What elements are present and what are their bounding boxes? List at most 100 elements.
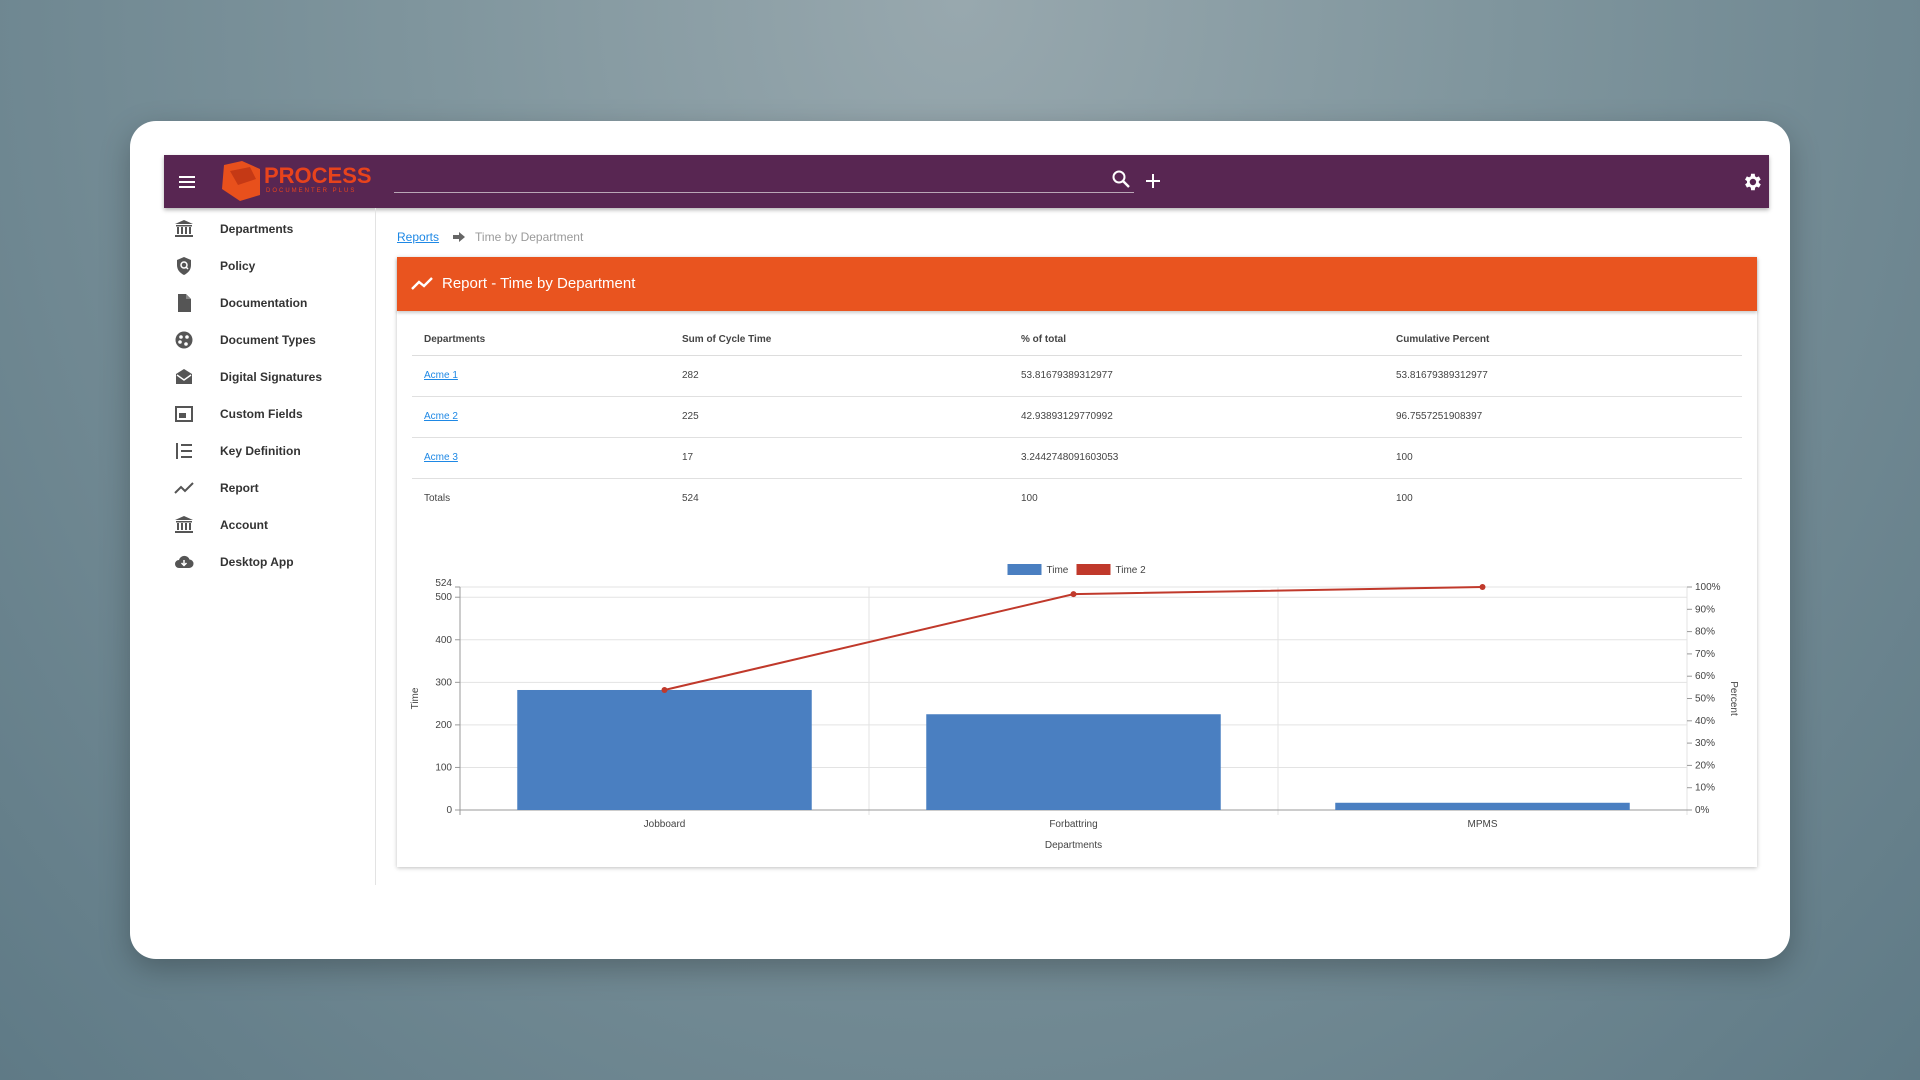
sidebar-item-label: Departments [220,221,294,236]
x-tick-label: MPMS [1468,819,1498,830]
bar-forbattring [926,714,1221,810]
menu-icon[interactable] [176,171,198,193]
sidebar-item-departments[interactable]: Departments [164,210,376,247]
legend-label-time: Time [1047,565,1069,576]
column-header-sum: Sum of Cycle Time [670,325,1009,356]
sidebar-item-digital-signatures[interactable]: Digital Signatures [164,358,376,395]
y2-tick-label: 100% [1695,582,1721,593]
shield-icon [177,256,191,275]
table-cell: Totals [424,493,451,505]
app-window: PROCESS DOCUMENTER PLUS Departments Poli… [164,155,1769,885]
line-point-mpms [1479,584,1486,590]
table-cell: Acme 1 [412,355,670,397]
table-cell: 100 [1384,437,1742,479]
table-cell: 100 [1396,493,1413,505]
envelope-icon [176,368,192,384]
line-series-time-2 [664,586,1483,691]
report-title: Report - Time by Department [442,275,636,292]
y-axis-title: Time [410,687,421,709]
top-bar: PROCESS DOCUMENTER PLUS [164,155,1769,208]
table-cell: 17 [670,437,1009,479]
y-tick-label: 200 [435,720,452,731]
y2-axis-title: Percent [1728,681,1739,716]
sidebar-item-label: Document Types [220,332,316,347]
sidebar-item-key-definition[interactable]: Key Definition [164,432,376,469]
table-cell: 100 [1021,493,1038,505]
sidebar-item-label: Account [220,517,268,532]
department-link[interactable]: Acme 3 [424,452,458,463]
y2-tick-label: 20% [1695,760,1715,771]
table-cell: 53.81679389312977 [1009,355,1384,397]
arrow-right-icon [453,232,466,242]
y2-tick-label: 10% [1695,783,1715,794]
sidebar-item-label: Desktop App [220,554,294,569]
sidebar-item-label: Key Definition [220,443,301,458]
y2-tick-label: 50% [1695,694,1715,705]
table-cell: 524 [682,493,699,505]
department-link[interactable]: Acme 1 [424,370,458,381]
logo-subtext: DOCUMENTER PLUS [266,188,356,194]
sidebar-item-report[interactable]: Report [164,469,376,506]
gear-icon[interactable] [1741,171,1763,193]
report-table: Departments Sum of Cycle Time % of total… [412,325,1742,519]
search-input[interactable] [394,192,1134,193]
line-point-forbattring [1070,591,1077,598]
line-point-jobboard [661,687,668,694]
sidebar-item-document-types[interactable]: Document Types [164,321,376,358]
plus-icon[interactable] [1144,172,1162,190]
y2-tick-label: 60% [1695,671,1715,682]
table-cell: Acme 3 [412,437,670,479]
sidebar-item-desktop-app[interactable]: Desktop App [164,543,376,580]
totals-row: Totals 524 100 100 [412,478,1742,519]
table-row: Acme 1 282 53.81679389312977 53.81679389… [412,355,1742,397]
department-link[interactable]: Acme 2 [424,411,458,422]
sidebar-item-documentation[interactable]: Documentation [164,284,376,321]
table-cell: 282 [670,355,1009,397]
y-tick-label: 400 [435,635,452,646]
trend-icon [411,277,433,290]
trend-icon [174,481,194,494]
table-cell: Acme 2 [412,396,670,438]
y2-tick-label: 70% [1695,649,1715,660]
sidebar-item-account[interactable]: Account [164,506,376,543]
y-tick-label: 0 [446,805,452,816]
bank-icon [175,515,193,533]
report-header: Report - Time by Department [397,257,1757,311]
list-icon [176,442,192,459]
table-cell: 42.93893129770992 [1009,396,1384,438]
table-cell: 225 [670,396,1009,438]
bar-mpms [1335,802,1630,810]
y-tick-label: 300 [435,677,452,688]
table-row: Acme 2 225 42.93893129770992 96.75572519… [412,396,1742,438]
table-cell: 53.81679389312977 [1384,355,1742,397]
sidebar-item-label: Documentation [220,295,308,310]
table-header-row: Departments Sum of Cycle Time % of total… [412,325,1742,356]
pareto-chart: 0 100 200 300 400 500 524 Jobboard Forbattring MP… [410,564,1739,851]
column-header-cumulative: Cumulative Percent [1384,325,1742,356]
y2-tick-label: 40% [1695,716,1715,727]
column-header-percent: % of total [1009,325,1384,356]
table-cell: 96.7557251908397 [1384,396,1742,438]
legend-label-time-2: Time 2 [1116,565,1147,576]
y2-tick-label: 0% [1695,805,1710,816]
breadcrumb-link-reports[interactable]: Reports [397,230,440,244]
y-tick-label: 500 [435,592,452,603]
table-row: Acme 3 17 3.2442748091603053 100 [412,437,1742,479]
column-header-departments: Departments [412,325,670,356]
app-logo[interactable]: PROCESS DOCUMENTER PLUS [220,159,410,203]
table-cell: 3.2442748091603053 [1009,437,1384,479]
y-tick-label: 524 [435,578,452,589]
sidebar-item-policy[interactable]: Policy [164,247,376,284]
y-tick-label: 100 [435,762,452,773]
legend-swatch-time-2 [1076,564,1111,575]
report-card: Report - Time by Department Departments … [397,257,1757,867]
x-tick-label: Forbattring [1049,819,1097,830]
sidebar-item-custom-fields[interactable]: Custom Fields [164,395,376,432]
sidebar-item-label: Digital Signatures [220,369,323,384]
search-icon[interactable] [1111,169,1131,189]
x-axis-title: Departments [1045,840,1102,851]
breadcrumb: Reports Time by Department [397,230,583,244]
bank-icon [175,219,193,237]
sidebar-item-label: Custom Fields [220,406,303,421]
y2-tick-label: 80% [1695,627,1715,638]
